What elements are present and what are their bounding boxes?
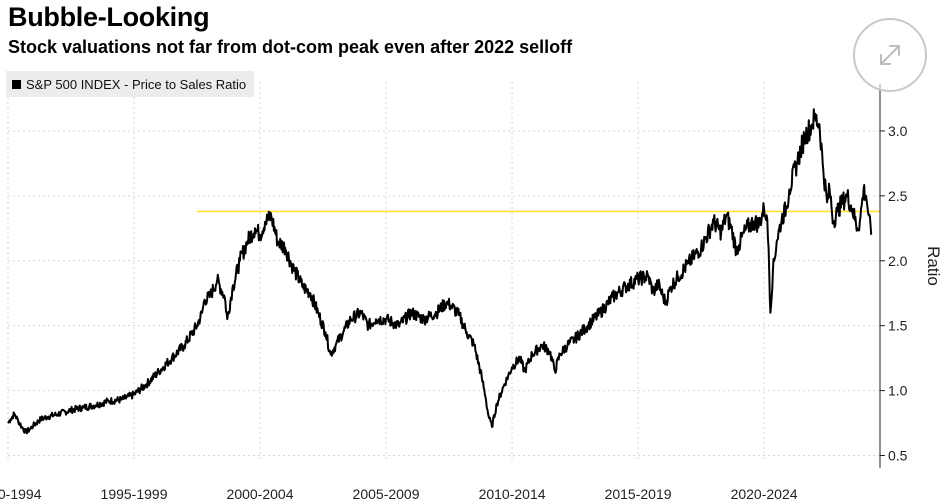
x-tick-label-2000-2004: 2000-2004 [227, 486, 294, 502]
chart-title: Bubble-Looking [8, 2, 210, 32]
y-tick-label-1.5: 1.5 [888, 318, 908, 334]
legend: S&P 500 INDEX - Price to Sales Ratio [6, 71, 255, 97]
y-tick-label-3.0: 3.0 [888, 123, 908, 139]
y-axis-label: Ratio [924, 246, 943, 286]
x-tick-label-2010-2014: 2010-2014 [479, 486, 546, 502]
series-line-price-to-sales [7, 108, 873, 435]
y-tick-label-2.5: 2.5 [888, 188, 908, 204]
x-tick-label-2005-2009: 2005-2009 [353, 486, 420, 502]
x-tick-label-1990-1994: 1990-1994 [0, 486, 42, 502]
chart-subtitle: Stock valuations not far from dot-com pe… [8, 37, 573, 57]
gridlines [7, 82, 880, 462]
y-axis-ticks: 0.5 1.0 1.5 2.0 2.5 3.0 [880, 123, 908, 464]
x-axis-ticks: 1990-1994 1995-1999 2000-2004 2005-2009 2010… [0, 486, 798, 502]
expand-button[interactable] [853, 18, 927, 92]
y-tick-label-1.0: 1.0 [888, 383, 908, 399]
legend-label: S&P 500 INDEX - Price to Sales Ratio [26, 76, 247, 92]
y-tick-label-2.0: 2.0 [888, 253, 908, 269]
x-tick-label-2015-2019: 2015-2019 [605, 486, 672, 502]
x-tick-label-2020-2024: 2020-2024 [731, 486, 798, 502]
y-tick-label-0.5: 0.5 [888, 448, 908, 464]
x-tick-label-1995-1999: 1995-1999 [101, 486, 168, 502]
expand-arrows-icon [880, 45, 900, 65]
legend-swatch [12, 79, 21, 89]
